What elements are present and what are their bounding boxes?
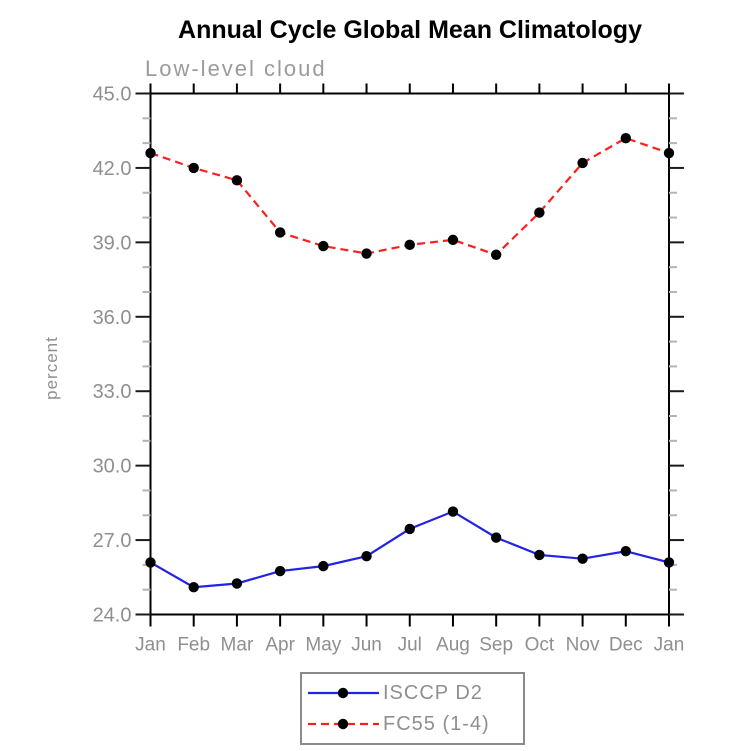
data-point-marker — [577, 553, 588, 564]
legend-label: FC55 (1-4) — [383, 712, 490, 735]
data-point-marker — [188, 582, 199, 593]
data-point-marker — [620, 132, 631, 144]
y-tick-label: 45.0 — [93, 84, 132, 106]
data-point-marker — [490, 249, 502, 260]
data-point-marker — [447, 234, 459, 246]
data-point-marker — [404, 239, 415, 251]
legend-line-sample-icon — [308, 687, 379, 699]
x-tick-label: Oct — [525, 635, 555, 656]
data-point-marker — [490, 532, 502, 543]
x-tick-label: Sep — [479, 635, 513, 656]
data-point-marker — [534, 549, 545, 561]
data-point-marker — [145, 147, 156, 159]
data-point-marker — [274, 227, 286, 238]
data-point-marker — [231, 578, 243, 589]
chart-subtitle: Low-level cloud — [145, 56, 327, 81]
y-tick-label: 27.0 — [93, 530, 132, 552]
data-point-marker — [404, 523, 415, 535]
x-tick-label: Mar — [221, 635, 254, 656]
data-point-marker — [447, 506, 459, 517]
data-point-marker — [188, 162, 199, 174]
data-point-marker — [231, 175, 243, 186]
legend-item-fc55: FC55 (1-4) — [307, 712, 523, 736]
data-point-marker — [534, 207, 545, 218]
data-point-marker — [274, 565, 286, 577]
y-tick-label: 36.0 — [93, 307, 132, 329]
x-tick-label: May — [305, 635, 341, 656]
legend-item-isccp-d2: ISCCP D2 — [307, 681, 523, 705]
series-line-isccp-d2 — [149, 510, 670, 589]
data-point-marker — [361, 550, 372, 562]
x-tick-label: Feb — [177, 635, 210, 656]
x-tick-label: Dec — [609, 635, 643, 656]
y-tick-label: 42.0 — [93, 158, 132, 180]
y-tick-label: 39.0 — [93, 232, 132, 254]
x-tick-label: Jan — [654, 635, 685, 656]
data-point-marker — [361, 248, 372, 259]
x-tick-label: Jun — [351, 635, 382, 656]
data-point-marker — [577, 157, 588, 169]
x-tick-label: Aug — [436, 635, 470, 656]
plot-frame — [149, 92, 670, 616]
y-tick-label: 24.0 — [93, 605, 132, 627]
legend-label: ISCCP D2 — [383, 681, 483, 704]
chart-title: Annual Cycle Global Mean Climatology — [178, 16, 642, 44]
data-point-marker — [663, 147, 675, 159]
y-tick-label: 33.0 — [93, 381, 132, 403]
legend-line-sample-icon — [308, 718, 379, 730]
data-point-marker — [663, 557, 675, 568]
series-line-fc55-1-4- — [150, 136, 670, 257]
x-tick-label: Nov — [566, 635, 600, 656]
legend: ISCCP D2 FC55 (1-4) — [300, 672, 525, 745]
data-point-marker — [318, 240, 329, 252]
data-point-marker — [620, 546, 631, 557]
data-point-marker — [145, 557, 156, 568]
data-point-marker — [318, 560, 329, 572]
x-tick-label: Jul — [398, 635, 422, 656]
x-tick-label: Jan — [135, 635, 166, 656]
x-tick-label: Apr — [265, 635, 295, 656]
y-tick-label: 30.0 — [93, 456, 132, 478]
